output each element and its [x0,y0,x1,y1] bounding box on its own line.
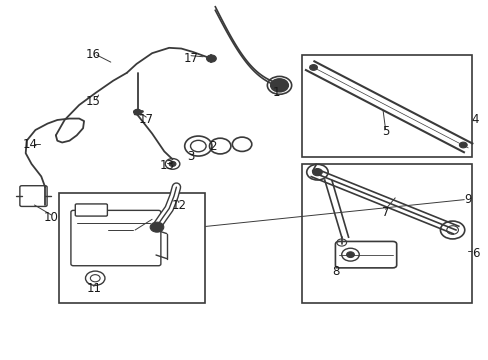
Text: 9: 9 [464,193,471,206]
Text: 15: 15 [85,95,100,108]
Text: 13: 13 [159,159,174,172]
Text: 17: 17 [183,52,198,65]
Text: 3: 3 [187,150,194,163]
Text: 12: 12 [171,198,186,212]
Bar [301,55,471,157]
Text: 4: 4 [471,113,478,126]
Circle shape [309,64,317,70]
Text: 11: 11 [86,283,101,296]
Text: 1: 1 [272,86,279,99]
Text: 6: 6 [471,247,478,260]
Text: 7: 7 [381,206,388,219]
Text: 14: 14 [23,138,38,151]
Circle shape [270,79,287,92]
FancyBboxPatch shape [75,204,107,216]
Text: 17: 17 [139,113,153,126]
Circle shape [169,161,176,166]
Text: 8: 8 [331,265,339,278]
Text: 10: 10 [44,211,59,224]
FancyBboxPatch shape [71,210,161,266]
Circle shape [346,252,354,257]
Circle shape [206,55,216,62]
Text: 5: 5 [381,125,388,138]
FancyBboxPatch shape [20,186,47,206]
FancyBboxPatch shape [335,242,396,268]
Circle shape [150,222,163,232]
Circle shape [458,142,466,148]
Bar [59,193,204,303]
Text: 16: 16 [85,49,100,62]
Bar [301,164,471,303]
Circle shape [312,168,322,176]
Text: 2: 2 [209,140,216,153]
Circle shape [133,109,141,115]
